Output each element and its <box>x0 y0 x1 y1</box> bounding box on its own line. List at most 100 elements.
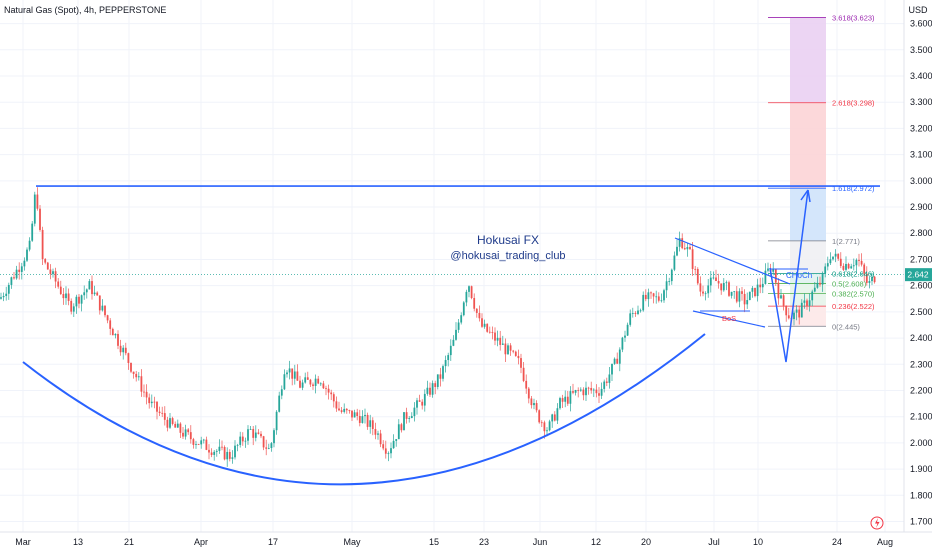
candle-body[interactable] <box>252 428 255 438</box>
candle-body[interactable] <box>218 446 221 451</box>
candle-body[interactable] <box>210 452 213 455</box>
candle-body[interactable] <box>709 277 712 286</box>
candle-body[interactable] <box>525 380 528 389</box>
candle-body[interactable] <box>478 312 481 319</box>
candle-body[interactable] <box>800 302 803 318</box>
candle-body[interactable] <box>304 377 307 383</box>
candle-body[interactable] <box>416 400 418 408</box>
candle-body[interactable] <box>408 418 411 419</box>
candle-body[interactable] <box>483 323 486 327</box>
candle-body[interactable] <box>10 277 13 285</box>
candle-body[interactable] <box>156 401 158 412</box>
candle-body[interactable] <box>392 440 395 449</box>
candle-body[interactable] <box>829 259 832 264</box>
candle-body[interactable] <box>741 291 743 294</box>
candle-body[interactable] <box>296 371 299 381</box>
candle-body[interactable] <box>808 300 811 306</box>
candle-body[interactable] <box>652 293 655 297</box>
candle-body[interactable] <box>530 398 533 406</box>
candle-body[interactable] <box>722 283 725 291</box>
candle-body[interactable] <box>7 284 10 294</box>
candle-body[interactable] <box>23 260 26 267</box>
candle-body[interactable] <box>80 295 83 304</box>
candle-body[interactable] <box>70 300 73 312</box>
candle-body[interactable] <box>600 388 603 396</box>
candle-body[interactable] <box>377 433 379 435</box>
candle-body[interactable] <box>249 428 252 430</box>
price-axis[interactable]: 1.700 1.800 1.900 2.000 2.100 2.200 2.300 2.400… <box>910 19 932 527</box>
candle-body[interactable] <box>845 263 847 270</box>
candle-body[interactable] <box>130 362 132 372</box>
candle-body[interactable] <box>592 389 595 391</box>
candle-body[interactable] <box>468 286 470 292</box>
candle-body[interactable] <box>834 253 837 257</box>
candle-body[interactable] <box>169 418 171 428</box>
candle-body[interactable] <box>309 379 312 385</box>
candle-body[interactable] <box>816 282 819 288</box>
candle-body[interactable] <box>423 393 426 406</box>
candle-body[interactable] <box>387 453 390 455</box>
candle-body[interactable] <box>590 387 593 391</box>
candle-body[interactable] <box>340 410 343 412</box>
candle-body[interactable] <box>278 395 281 412</box>
candle-body[interactable] <box>132 371 135 374</box>
candle-body[interactable] <box>283 374 286 390</box>
candle-body[interactable] <box>101 305 104 311</box>
projection-path[interactable] <box>769 189 809 363</box>
candle-body[interactable] <box>582 389 585 396</box>
candle-body[interactable] <box>189 432 192 440</box>
candle-body[interactable] <box>327 388 330 393</box>
candle-body[interactable] <box>772 269 775 272</box>
lightning-icon[interactable] <box>870 516 884 530</box>
candle-body[interactable] <box>234 445 236 458</box>
candle-body[interactable] <box>644 294 647 300</box>
candle-body[interactable] <box>813 287 816 292</box>
candle-body[interactable] <box>54 271 57 282</box>
candle-body[interactable] <box>806 300 808 306</box>
candle-body[interactable] <box>98 295 101 311</box>
candle-body[interactable] <box>143 391 145 393</box>
candle-body[interactable] <box>106 315 109 321</box>
candle-body[interactable] <box>369 420 372 427</box>
candle-body[interactable] <box>439 374 442 379</box>
candle-body[interactable] <box>826 263 829 267</box>
candle-body[interactable] <box>13 277 15 279</box>
candle-body[interactable] <box>577 390 580 391</box>
candle-body[interactable] <box>429 387 431 395</box>
candle-body[interactable] <box>670 269 673 282</box>
candle-body[interactable] <box>777 282 780 299</box>
candle-body[interactable] <box>200 440 203 445</box>
candle-body[interactable] <box>821 273 824 285</box>
candle-body[interactable] <box>782 295 785 306</box>
candle-body[interactable] <box>585 387 587 396</box>
candle-body[interactable] <box>119 345 122 353</box>
candle-body[interactable] <box>621 337 624 350</box>
candle-body[interactable] <box>96 292 99 296</box>
candle-body[interactable] <box>496 337 499 341</box>
candle-body[interactable] <box>322 383 325 389</box>
candle-body[interactable] <box>257 432 260 434</box>
candle-body[interactable] <box>356 412 359 416</box>
candle-body[interactable] <box>694 268 697 270</box>
candle-body[interactable] <box>18 269 21 272</box>
candle-body[interactable] <box>390 448 392 454</box>
candle-body[interactable] <box>855 259 858 266</box>
candle-body[interactable] <box>418 400 421 402</box>
candle-body[interactable] <box>756 284 759 297</box>
candle-body[interactable] <box>140 376 143 392</box>
candle-body[interactable] <box>150 401 153 404</box>
candle-body[interactable] <box>559 398 561 409</box>
candle-body[interactable] <box>442 366 444 379</box>
candle-body[interactable] <box>629 313 632 325</box>
candle-body[interactable] <box>57 281 60 287</box>
candle-body[interactable] <box>20 266 23 272</box>
candle-body[interactable] <box>686 247 689 250</box>
candle-body[interactable] <box>678 238 681 247</box>
candle-body[interactable] <box>265 447 268 449</box>
candle-body[interactable] <box>444 360 447 367</box>
candle-body[interactable] <box>353 412 356 418</box>
candle-body[interactable] <box>244 440 247 442</box>
candle-body[interactable] <box>382 444 385 449</box>
candle-body[interactable] <box>28 240 31 250</box>
candle-body[interactable] <box>579 389 582 391</box>
